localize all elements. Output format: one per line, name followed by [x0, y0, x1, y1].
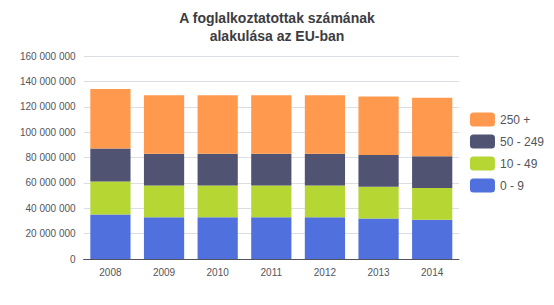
svg-text:2010: 2010	[207, 267, 230, 278]
svg-text:A foglalkoztatottak számának: A foglalkoztatottak számának	[179, 10, 375, 26]
svg-text:10 - 49: 10 - 49	[500, 157, 538, 171]
svg-text:40 000 000: 40 000 000	[26, 203, 76, 214]
svg-text:0 - 9: 0 - 9	[500, 179, 524, 193]
svg-text:20 000 000: 20 000 000	[26, 228, 76, 239]
svg-text:120 000 000: 120 000 000	[20, 101, 76, 112]
svg-text:2013: 2013	[367, 267, 390, 278]
svg-text:2009: 2009	[153, 267, 176, 278]
svg-text:0: 0	[70, 254, 76, 265]
svg-text:140 000 000: 140 000 000	[20, 76, 76, 87]
svg-text:250 +: 250 +	[500, 113, 530, 127]
svg-text:60 000 000: 60 000 000	[26, 177, 76, 188]
svg-text:160 000 000: 160 000 000	[20, 51, 76, 62]
svg-text:2011: 2011	[261, 267, 283, 278]
svg-text:100 000 000: 100 000 000	[20, 127, 76, 138]
svg-text:80 000 000: 80 000 000	[26, 152, 76, 163]
svg-text:2012: 2012	[314, 267, 337, 278]
svg-text:50 - 249: 50 - 249	[500, 135, 544, 149]
svg-text:2014: 2014	[421, 267, 444, 278]
svg-text:2008: 2008	[99, 267, 122, 278]
svg-text:alakulása az EU-ban: alakulása az EU-ban	[210, 28, 345, 44]
